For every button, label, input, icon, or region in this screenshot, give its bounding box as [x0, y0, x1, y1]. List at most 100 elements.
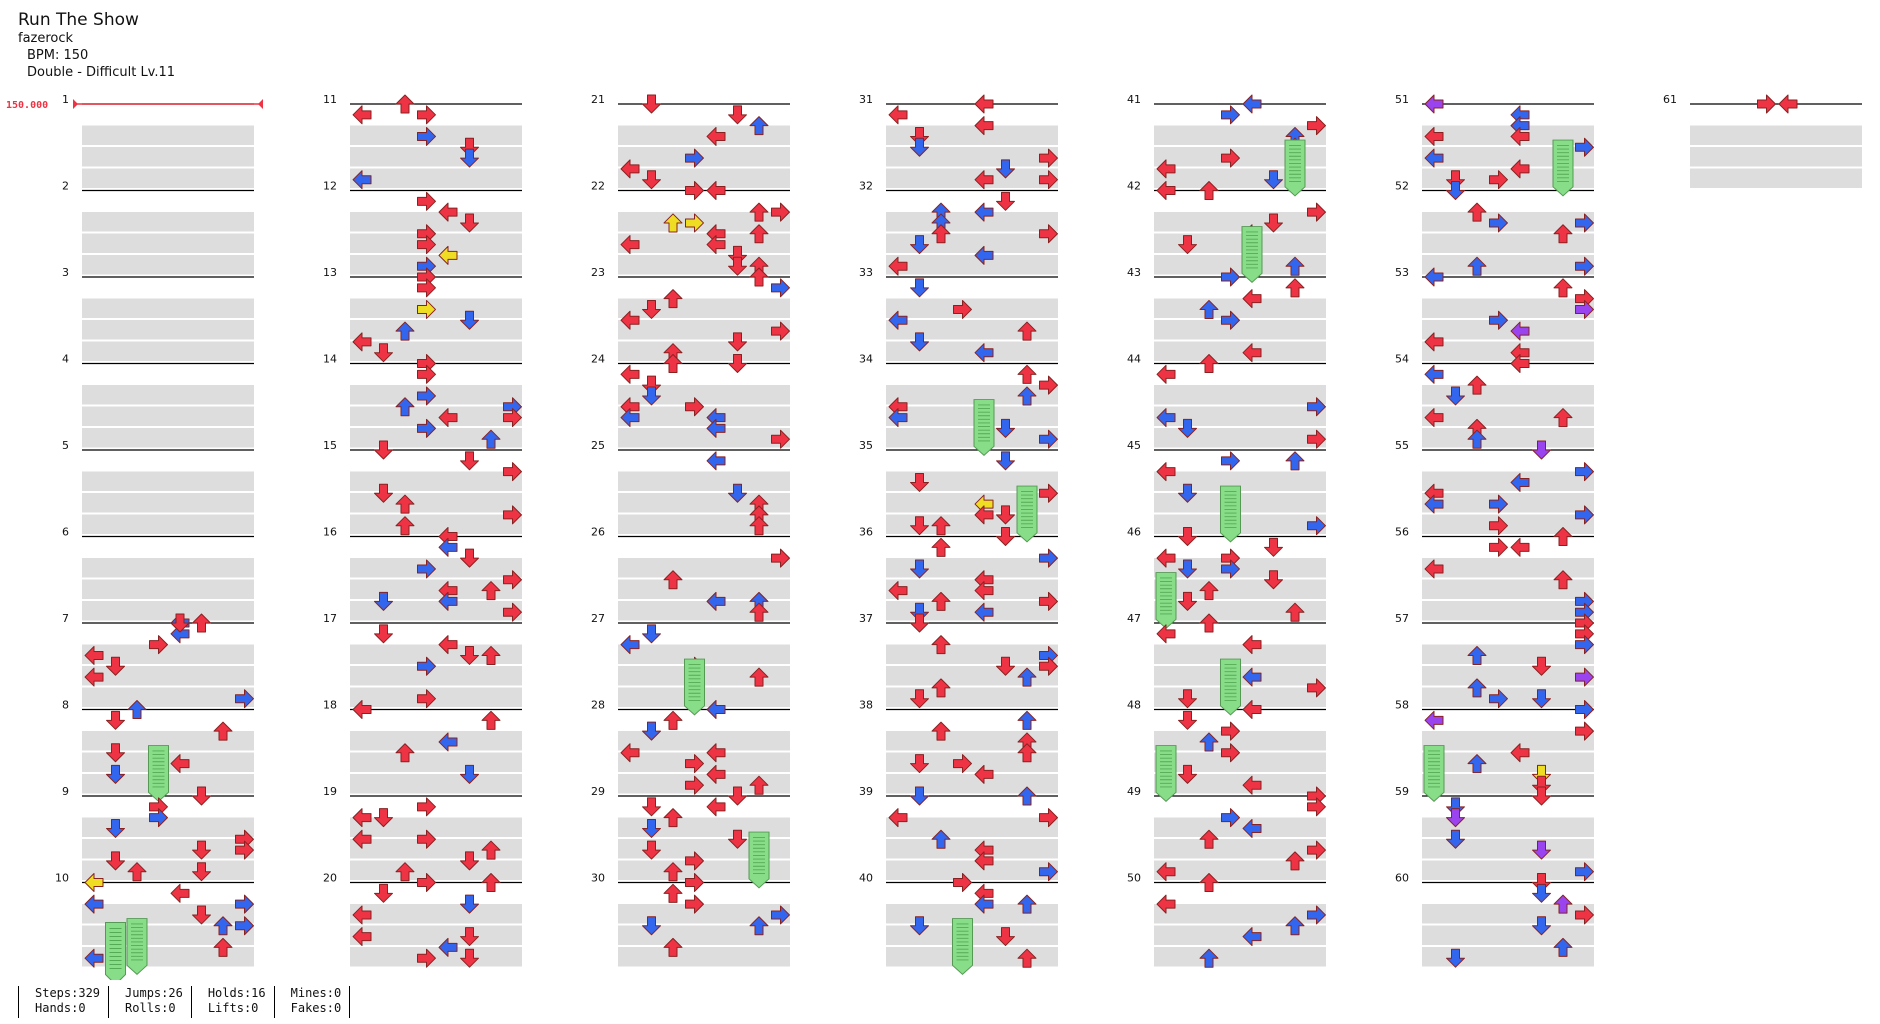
beat-lane — [1690, 168, 1862, 188]
beat-lane — [350, 233, 522, 253]
measure-57: 57 — [1395, 612, 1594, 707]
measure-number: 40 — [859, 872, 873, 885]
arrow-r-note — [1307, 797, 1326, 817]
measure-number: 54 — [1395, 353, 1409, 366]
beat-lane — [82, 666, 254, 686]
stat-bottom: Rolls:0 — [125, 1001, 176, 1015]
measure-11: 11 — [323, 93, 522, 188]
beat-lane — [1422, 752, 1594, 772]
measure-number: 29 — [591, 785, 605, 798]
stat-top: Mines:0 — [290, 986, 342, 1000]
beat-lane — [886, 558, 1058, 578]
song-artist: fazerock — [18, 31, 74, 46]
measure-41: 41 — [1127, 93, 1326, 188]
beat-lane — [886, 320, 1058, 340]
hold-note — [684, 658, 705, 716]
difficulty-label: Double - Difficult Lv.11 — [27, 65, 176, 80]
arrow-l-note — [706, 451, 726, 471]
beat-lane — [350, 904, 522, 924]
measure-26: 26 — [591, 526, 790, 621]
measure-number: 35 — [859, 439, 873, 452]
measure-number: 11 — [323, 93, 337, 106]
measure-29: 29 — [591, 785, 790, 880]
measure-38: 38 — [859, 699, 1058, 794]
beat-lane — [618, 558, 790, 578]
arrow-l-note — [1424, 364, 1444, 384]
measure-37: 37 — [859, 612, 1058, 707]
measure-number: 38 — [859, 699, 873, 712]
beat-lane — [350, 406, 522, 426]
beat-lane — [1154, 558, 1326, 578]
beat-lane — [618, 233, 790, 253]
beat-lane — [618, 925, 790, 945]
beat-lane — [886, 514, 1058, 534]
beat-lane — [618, 493, 790, 513]
arrow-l-note — [352, 105, 372, 125]
measure-42: 42 — [1127, 180, 1326, 275]
stat-column: Mines:0 Fakes:0 — [273, 986, 350, 1018]
measure-number: 5 — [62, 439, 69, 452]
measure-number: 43 — [1127, 266, 1141, 279]
hold-note — [952, 918, 973, 975]
measure-56: 56 — [1395, 526, 1594, 621]
measure-16: 16 — [323, 526, 522, 621]
beat-lane — [886, 644, 1058, 664]
measure-number: 42 — [1127, 180, 1141, 193]
beat-lane — [1154, 298, 1326, 318]
measure-number: 17 — [323, 612, 337, 625]
hold-note — [1155, 572, 1177, 629]
beat-lane — [1154, 125, 1326, 145]
beat-lane — [618, 428, 790, 448]
arrow-u-note — [395, 94, 415, 114]
measure-43: 43 — [1127, 266, 1326, 361]
arrow-d-note — [642, 624, 661, 644]
beat-lane — [350, 341, 522, 361]
measure-30: 30 — [591, 872, 790, 967]
arrow-u-note — [931, 537, 951, 557]
beat-lane — [350, 514, 522, 534]
stats-panel: Steps:329 Hands:0 Jumps:26 Rolls:0 Holds:16 L… — [18, 986, 351, 1018]
hold-note — [973, 399, 995, 456]
measure-number: 48 — [1127, 699, 1141, 712]
measure-60: 60 — [1395, 872, 1594, 967]
measure-number: 2 — [62, 180, 69, 193]
beat-lane — [1154, 471, 1326, 491]
beat-lane — [1422, 925, 1594, 945]
measure-46: 46 — [1127, 526, 1326, 621]
beat-lane — [618, 860, 790, 880]
measure-19: 19 — [323, 785, 522, 880]
arrow-r-note — [1757, 94, 1776, 114]
beat-lane — [1690, 125, 1862, 145]
beat-lane — [886, 385, 1058, 405]
arrow-u-note — [663, 710, 683, 730]
beat-lane — [618, 601, 790, 621]
hold-note — [1155, 745, 1177, 802]
measure-54: 54 — [1395, 353, 1594, 448]
beat-lane — [618, 125, 790, 145]
beat-lane — [82, 385, 254, 405]
measure-number: 7 — [62, 612, 69, 625]
arrow-l-note — [888, 105, 908, 125]
beat-lane — [886, 255, 1058, 275]
arrow-d-note — [728, 105, 747, 125]
stat-column: Jumps:26 Rolls:0 — [108, 986, 191, 1018]
arrow-l-note — [1510, 537, 1530, 557]
beat-lane — [1422, 255, 1594, 275]
beat-lane — [1422, 341, 1594, 361]
hold-note — [1220, 658, 1241, 716]
arrow-d-note — [1178, 710, 1197, 730]
measure-22: 22 — [591, 180, 790, 275]
beat-lane — [618, 385, 790, 405]
arrow-d-note — [996, 191, 1015, 211]
beat-lane — [350, 168, 522, 188]
beat-lane — [886, 233, 1058, 253]
beat-lane — [350, 385, 522, 405]
measure-number: 13 — [323, 266, 337, 279]
measure-21: 21 — [591, 93, 790, 188]
stat-bottom: Lifts:0 — [207, 1001, 259, 1015]
beat-lane — [82, 298, 254, 318]
beat-lane — [82, 168, 254, 188]
beat-lane — [1154, 925, 1326, 945]
arrow-r-note — [1489, 537, 1508, 557]
measure-number: 52 — [1395, 180, 1409, 193]
